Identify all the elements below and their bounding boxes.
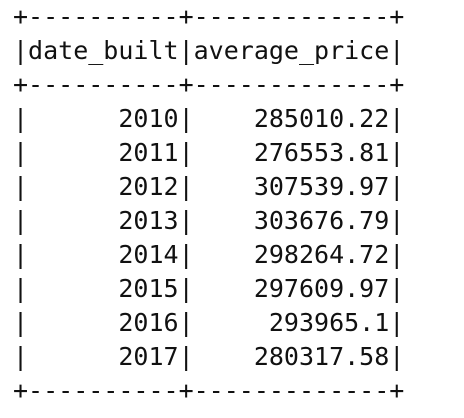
table-row: | 2011| 276553.81| (13, 138, 405, 167)
table-row: | 2013| 303676.79| (13, 206, 405, 235)
table-header-row: |date_built|average_price| (13, 36, 405, 65)
query-result-table: +----------+-------------+ |date_built|av… (13, 0, 404, 408)
table-row: | 2012| 307539.97| (13, 172, 405, 201)
table-bottom-border: +----------+-------------+ (13, 376, 405, 405)
table-row: | 2017| 280317.58| (13, 342, 405, 371)
table-row: | 2010| 285010.22| (13, 104, 405, 133)
table-row: | 2015| 297609.97| (13, 274, 405, 303)
table-row: | 2014| 298264.72| (13, 240, 405, 269)
table-row: | 2016| 293965.1| (13, 308, 405, 337)
table-top-border: +----------+-------------+ (13, 2, 405, 31)
table-header-border: +----------+-------------+ (13, 70, 405, 99)
